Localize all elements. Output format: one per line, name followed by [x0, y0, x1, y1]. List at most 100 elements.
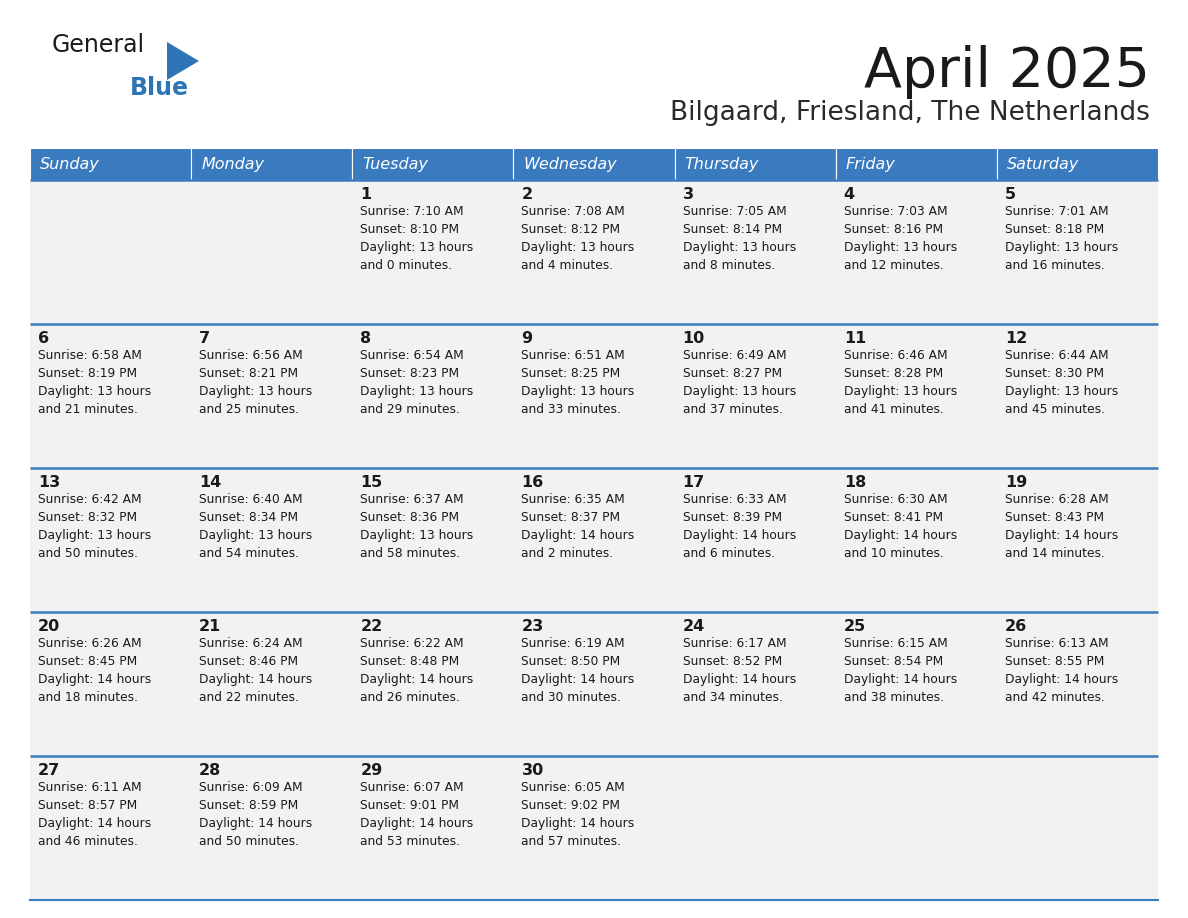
- Text: Thursday: Thursday: [684, 156, 759, 172]
- Text: Sunrise: 6:07 AM
Sunset: 9:01 PM
Daylight: 14 hours
and 53 minutes.: Sunrise: 6:07 AM Sunset: 9:01 PM Dayligh…: [360, 781, 474, 848]
- Text: Sunrise: 6:40 AM
Sunset: 8:34 PM
Daylight: 13 hours
and 54 minutes.: Sunrise: 6:40 AM Sunset: 8:34 PM Dayligh…: [200, 493, 312, 560]
- FancyBboxPatch shape: [675, 468, 835, 612]
- FancyBboxPatch shape: [30, 756, 191, 900]
- Polygon shape: [168, 42, 200, 80]
- FancyBboxPatch shape: [835, 324, 997, 468]
- Text: Sunrise: 6:30 AM
Sunset: 8:41 PM
Daylight: 14 hours
and 10 minutes.: Sunrise: 6:30 AM Sunset: 8:41 PM Dayligh…: [843, 493, 958, 560]
- FancyBboxPatch shape: [353, 324, 513, 468]
- Text: 13: 13: [38, 475, 61, 490]
- FancyBboxPatch shape: [835, 148, 997, 180]
- Text: 25: 25: [843, 619, 866, 634]
- Text: 29: 29: [360, 763, 383, 778]
- FancyBboxPatch shape: [513, 324, 675, 468]
- Text: Sunrise: 6:22 AM
Sunset: 8:48 PM
Daylight: 14 hours
and 26 minutes.: Sunrise: 6:22 AM Sunset: 8:48 PM Dayligh…: [360, 637, 474, 704]
- FancyBboxPatch shape: [997, 324, 1158, 468]
- Text: 1: 1: [360, 187, 372, 202]
- Text: Sunrise: 7:08 AM
Sunset: 8:12 PM
Daylight: 13 hours
and 4 minutes.: Sunrise: 7:08 AM Sunset: 8:12 PM Dayligh…: [522, 205, 634, 272]
- Text: Sunrise: 6:56 AM
Sunset: 8:21 PM
Daylight: 13 hours
and 25 minutes.: Sunrise: 6:56 AM Sunset: 8:21 PM Dayligh…: [200, 349, 312, 416]
- Text: Sunrise: 6:28 AM
Sunset: 8:43 PM
Daylight: 14 hours
and 14 minutes.: Sunrise: 6:28 AM Sunset: 8:43 PM Dayligh…: [1005, 493, 1118, 560]
- Text: Sunrise: 6:44 AM
Sunset: 8:30 PM
Daylight: 13 hours
and 45 minutes.: Sunrise: 6:44 AM Sunset: 8:30 PM Dayligh…: [1005, 349, 1118, 416]
- Text: Sunrise: 6:19 AM
Sunset: 8:50 PM
Daylight: 14 hours
and 30 minutes.: Sunrise: 6:19 AM Sunset: 8:50 PM Dayligh…: [522, 637, 634, 704]
- FancyBboxPatch shape: [997, 756, 1158, 900]
- FancyBboxPatch shape: [30, 612, 191, 756]
- FancyBboxPatch shape: [675, 324, 835, 468]
- Text: 27: 27: [38, 763, 61, 778]
- Text: Sunrise: 6:11 AM
Sunset: 8:57 PM
Daylight: 14 hours
and 46 minutes.: Sunrise: 6:11 AM Sunset: 8:57 PM Dayligh…: [38, 781, 151, 848]
- Text: Blue: Blue: [129, 76, 189, 100]
- FancyBboxPatch shape: [835, 756, 997, 900]
- Text: 26: 26: [1005, 619, 1028, 634]
- FancyBboxPatch shape: [353, 180, 513, 324]
- FancyBboxPatch shape: [675, 756, 835, 900]
- FancyBboxPatch shape: [675, 180, 835, 324]
- Text: April 2025: April 2025: [864, 45, 1150, 99]
- FancyBboxPatch shape: [675, 148, 835, 180]
- Text: 24: 24: [683, 619, 704, 634]
- Text: Sunrise: 6:54 AM
Sunset: 8:23 PM
Daylight: 13 hours
and 29 minutes.: Sunrise: 6:54 AM Sunset: 8:23 PM Dayligh…: [360, 349, 474, 416]
- Text: 18: 18: [843, 475, 866, 490]
- Text: Sunrise: 6:26 AM
Sunset: 8:45 PM
Daylight: 14 hours
and 18 minutes.: Sunrise: 6:26 AM Sunset: 8:45 PM Dayligh…: [38, 637, 151, 704]
- Text: 8: 8: [360, 331, 372, 346]
- Text: General: General: [52, 33, 145, 57]
- Text: 12: 12: [1005, 331, 1028, 346]
- FancyBboxPatch shape: [191, 468, 353, 612]
- Text: Sunrise: 6:13 AM
Sunset: 8:55 PM
Daylight: 14 hours
and 42 minutes.: Sunrise: 6:13 AM Sunset: 8:55 PM Dayligh…: [1005, 637, 1118, 704]
- FancyBboxPatch shape: [997, 612, 1158, 756]
- FancyBboxPatch shape: [353, 756, 513, 900]
- FancyBboxPatch shape: [353, 612, 513, 756]
- Text: Sunrise: 6:24 AM
Sunset: 8:46 PM
Daylight: 14 hours
and 22 minutes.: Sunrise: 6:24 AM Sunset: 8:46 PM Dayligh…: [200, 637, 312, 704]
- FancyBboxPatch shape: [30, 468, 191, 612]
- Text: 28: 28: [200, 763, 221, 778]
- Text: Sunrise: 6:51 AM
Sunset: 8:25 PM
Daylight: 13 hours
and 33 minutes.: Sunrise: 6:51 AM Sunset: 8:25 PM Dayligh…: [522, 349, 634, 416]
- Text: 4: 4: [843, 187, 855, 202]
- Text: 17: 17: [683, 475, 704, 490]
- Text: 15: 15: [360, 475, 383, 490]
- FancyBboxPatch shape: [997, 148, 1158, 180]
- Text: 7: 7: [200, 331, 210, 346]
- FancyBboxPatch shape: [513, 468, 675, 612]
- FancyBboxPatch shape: [835, 612, 997, 756]
- FancyBboxPatch shape: [997, 180, 1158, 324]
- Text: Monday: Monday: [201, 156, 264, 172]
- FancyBboxPatch shape: [675, 612, 835, 756]
- Text: Sunrise: 6:42 AM
Sunset: 8:32 PM
Daylight: 13 hours
and 50 minutes.: Sunrise: 6:42 AM Sunset: 8:32 PM Dayligh…: [38, 493, 151, 560]
- Text: 9: 9: [522, 331, 532, 346]
- Text: Sunrise: 6:09 AM
Sunset: 8:59 PM
Daylight: 14 hours
and 50 minutes.: Sunrise: 6:09 AM Sunset: 8:59 PM Dayligh…: [200, 781, 312, 848]
- FancyBboxPatch shape: [513, 756, 675, 900]
- FancyBboxPatch shape: [997, 468, 1158, 612]
- FancyBboxPatch shape: [191, 612, 353, 756]
- Text: 11: 11: [843, 331, 866, 346]
- Text: Sunrise: 6:37 AM
Sunset: 8:36 PM
Daylight: 13 hours
and 58 minutes.: Sunrise: 6:37 AM Sunset: 8:36 PM Dayligh…: [360, 493, 474, 560]
- Text: Sunrise: 7:03 AM
Sunset: 8:16 PM
Daylight: 13 hours
and 12 minutes.: Sunrise: 7:03 AM Sunset: 8:16 PM Dayligh…: [843, 205, 958, 272]
- Text: Sunrise: 7:05 AM
Sunset: 8:14 PM
Daylight: 13 hours
and 8 minutes.: Sunrise: 7:05 AM Sunset: 8:14 PM Dayligh…: [683, 205, 796, 272]
- Text: 21: 21: [200, 619, 221, 634]
- FancyBboxPatch shape: [30, 148, 191, 180]
- Text: Sunrise: 6:05 AM
Sunset: 9:02 PM
Daylight: 14 hours
and 57 minutes.: Sunrise: 6:05 AM Sunset: 9:02 PM Dayligh…: [522, 781, 634, 848]
- FancyBboxPatch shape: [353, 468, 513, 612]
- Text: Sunrise: 6:33 AM
Sunset: 8:39 PM
Daylight: 14 hours
and 6 minutes.: Sunrise: 6:33 AM Sunset: 8:39 PM Dayligh…: [683, 493, 796, 560]
- Text: Sunrise: 6:49 AM
Sunset: 8:27 PM
Daylight: 13 hours
and 37 minutes.: Sunrise: 6:49 AM Sunset: 8:27 PM Dayligh…: [683, 349, 796, 416]
- Text: 10: 10: [683, 331, 704, 346]
- Text: 14: 14: [200, 475, 221, 490]
- Text: Sunrise: 7:10 AM
Sunset: 8:10 PM
Daylight: 13 hours
and 0 minutes.: Sunrise: 7:10 AM Sunset: 8:10 PM Dayligh…: [360, 205, 474, 272]
- FancyBboxPatch shape: [513, 180, 675, 324]
- Text: Sunrise: 6:58 AM
Sunset: 8:19 PM
Daylight: 13 hours
and 21 minutes.: Sunrise: 6:58 AM Sunset: 8:19 PM Dayligh…: [38, 349, 151, 416]
- Text: Sunrise: 6:35 AM
Sunset: 8:37 PM
Daylight: 14 hours
and 2 minutes.: Sunrise: 6:35 AM Sunset: 8:37 PM Dayligh…: [522, 493, 634, 560]
- FancyBboxPatch shape: [513, 612, 675, 756]
- FancyBboxPatch shape: [835, 468, 997, 612]
- Text: 22: 22: [360, 619, 383, 634]
- Text: Sunrise: 6:15 AM
Sunset: 8:54 PM
Daylight: 14 hours
and 38 minutes.: Sunrise: 6:15 AM Sunset: 8:54 PM Dayligh…: [843, 637, 958, 704]
- FancyBboxPatch shape: [191, 756, 353, 900]
- Text: 3: 3: [683, 187, 694, 202]
- FancyBboxPatch shape: [191, 324, 353, 468]
- Text: 30: 30: [522, 763, 544, 778]
- FancyBboxPatch shape: [513, 148, 675, 180]
- Text: Sunday: Sunday: [40, 156, 100, 172]
- Text: Sunrise: 6:17 AM
Sunset: 8:52 PM
Daylight: 14 hours
and 34 minutes.: Sunrise: 6:17 AM Sunset: 8:52 PM Dayligh…: [683, 637, 796, 704]
- FancyBboxPatch shape: [353, 148, 513, 180]
- FancyBboxPatch shape: [30, 324, 191, 468]
- Text: Friday: Friday: [846, 156, 896, 172]
- Text: 16: 16: [522, 475, 544, 490]
- Text: 20: 20: [38, 619, 61, 634]
- Text: Sunrise: 6:46 AM
Sunset: 8:28 PM
Daylight: 13 hours
and 41 minutes.: Sunrise: 6:46 AM Sunset: 8:28 PM Dayligh…: [843, 349, 958, 416]
